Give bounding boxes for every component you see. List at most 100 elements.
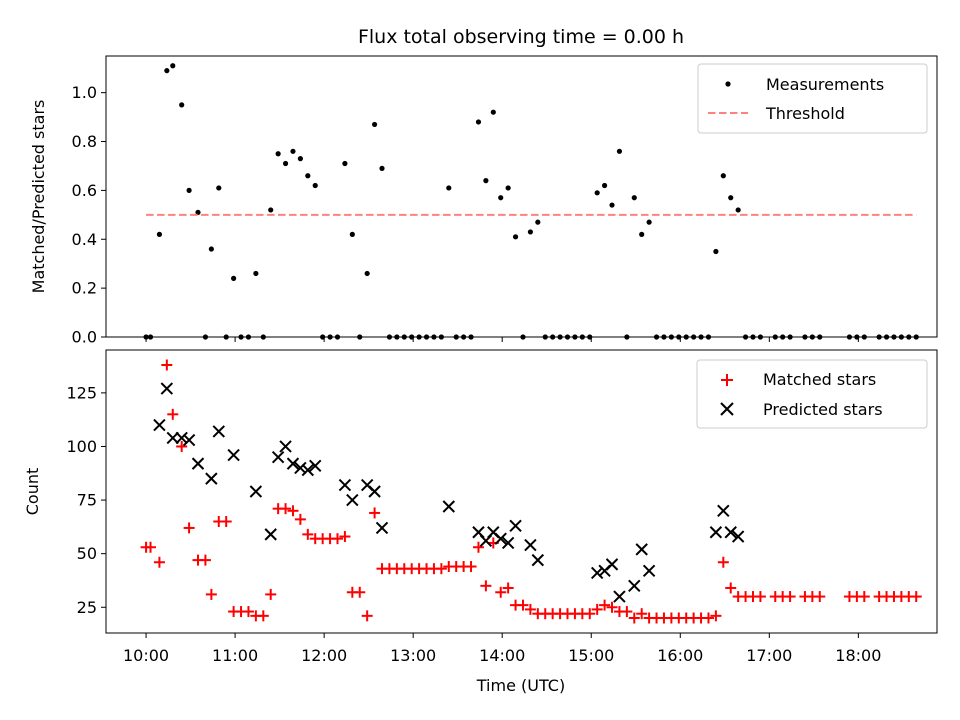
measurements-point [475,119,482,125]
predicted-stars-point [346,493,359,507]
predicted-stars-point [160,382,174,395]
matched-stars-point [161,359,173,371]
top-panel: 0.0 0.2 0.4 0.6 0.8 1.0 Matched/Predicted sta… [29,55,938,347]
measurements-point [208,246,214,252]
bottom-panel-legend: Matched stars Predicted stars [696,359,928,429]
matched-stars-point [153,556,165,568]
predicted-stars-point [175,431,188,445]
measurements-point [170,63,176,69]
predicted-stars-point [375,521,389,535]
bottom-y-tick-label: 50 [77,544,97,563]
x-tick-label: 16:00 [657,646,703,665]
predicted-stars-legend-marker [720,402,734,416]
top-y-tick-label: 0.0 [72,328,97,347]
measurements-point [735,207,741,213]
measurements-legend-label: Measurements [766,75,884,94]
matched-stars-point [472,541,484,553]
x-axis-label: Time (UTC) [476,676,565,695]
measurements-point [195,209,201,215]
bottom-panel: 10:00 11:00 12:00 13:00 14:00 15:00 16:00 17:00… [23,349,938,695]
matched-stars-point [910,591,922,603]
measurements-point [186,187,192,193]
threshold-legend-label: Threshold [765,104,845,123]
top-panel-y-axis-label: Matched/Predicted stars [29,100,48,294]
predicted-stars-point [605,558,619,571]
measurements-point [164,68,170,74]
matched-stars-point [242,606,254,618]
predicted-stars-point [166,431,179,445]
matched-stars-point [354,586,366,598]
matched-stars-point [717,556,729,568]
measurements-point [646,219,652,225]
matched-stars-point [369,507,381,519]
measurements-point [379,165,385,171]
matched-stars-point [205,588,217,600]
measurements-point [505,185,511,191]
bottom-panel-y-axis-label: Count [23,468,42,516]
predicted-stars-point [191,457,205,470]
measurements-point [490,109,496,115]
x-tick-label: 11:00 [212,646,258,665]
matched-stars-point [465,561,477,573]
measurements-point [446,185,452,191]
measurements-point [483,178,489,184]
predicted-stars-point [524,538,537,552]
bottom-y-tick-label: 25 [77,598,97,617]
measurements-point [349,231,355,237]
predicted-stars-point [212,425,225,438]
matched-stars-point [591,603,603,615]
matched-stars-point [331,533,343,545]
predicted-stars-point [249,485,263,498]
matched-stars-point [628,612,640,624]
measurements-point [342,160,348,167]
measurements-point [631,195,637,201]
measurements-point [498,195,504,201]
top-y-tick-label: 0.2 [72,279,97,298]
matched-stars-point [702,612,714,624]
matched-stars-point [495,586,507,598]
measurements-point [713,248,719,255]
bottom-y-tick-label: 100 [66,437,97,456]
matched-stars-point [176,440,188,452]
measurements-point [371,121,378,128]
measurements-point [527,229,534,235]
predicted-stars-point [501,536,515,550]
predicted-stars-point [294,461,307,475]
matched-stars-point [606,601,618,613]
top-y-tick-label: 0.6 [72,181,97,200]
matched-stars-legend-label: Matched stars [763,370,876,389]
chart-title: Flux total observing time = 0.00 h [358,26,684,48]
matched-stars-point [287,505,299,517]
x-tick-label: 14:00 [479,646,525,665]
top-y-tick-label: 0.8 [72,132,97,151]
bottom-panel-x-ticks: 10:00 11:00 12:00 13:00 14:00 15:00 16:00 17:00… [123,633,881,665]
measurements-legend-marker [725,81,731,87]
predicted-stars-point [205,472,218,485]
predicted-stars-point [309,459,322,472]
measurements-point [364,270,370,277]
x-tick-label: 12:00 [301,646,347,665]
bottom-y-tick-label: 125 [66,383,97,402]
measurements-point [602,182,608,189]
measurements-point [305,173,311,179]
matched-stars-point [784,591,796,603]
measurements-point [216,185,222,191]
matched-stars-point [257,610,269,622]
matched-stars-point [858,591,870,603]
x-tick-label: 10:00 [123,646,169,665]
predicted-stars-point [153,418,166,432]
matched-stars-point [220,516,232,528]
matched-stars-point [183,522,195,534]
matched-stars-point [814,591,826,603]
bottom-legend-box [696,359,928,429]
predicted-stars-point [338,478,352,492]
predicted-stars-point [227,448,240,462]
top-y-tick-label: 0.4 [72,230,97,249]
predicted-stars-point [509,519,522,533]
predicted-stars-point [642,564,656,578]
matched-stars-point [361,610,373,622]
matched-stars-point [480,580,492,592]
predicted-stars-point [531,553,545,567]
predicted-stars-point [279,440,292,453]
matched-stars-point [167,408,179,420]
